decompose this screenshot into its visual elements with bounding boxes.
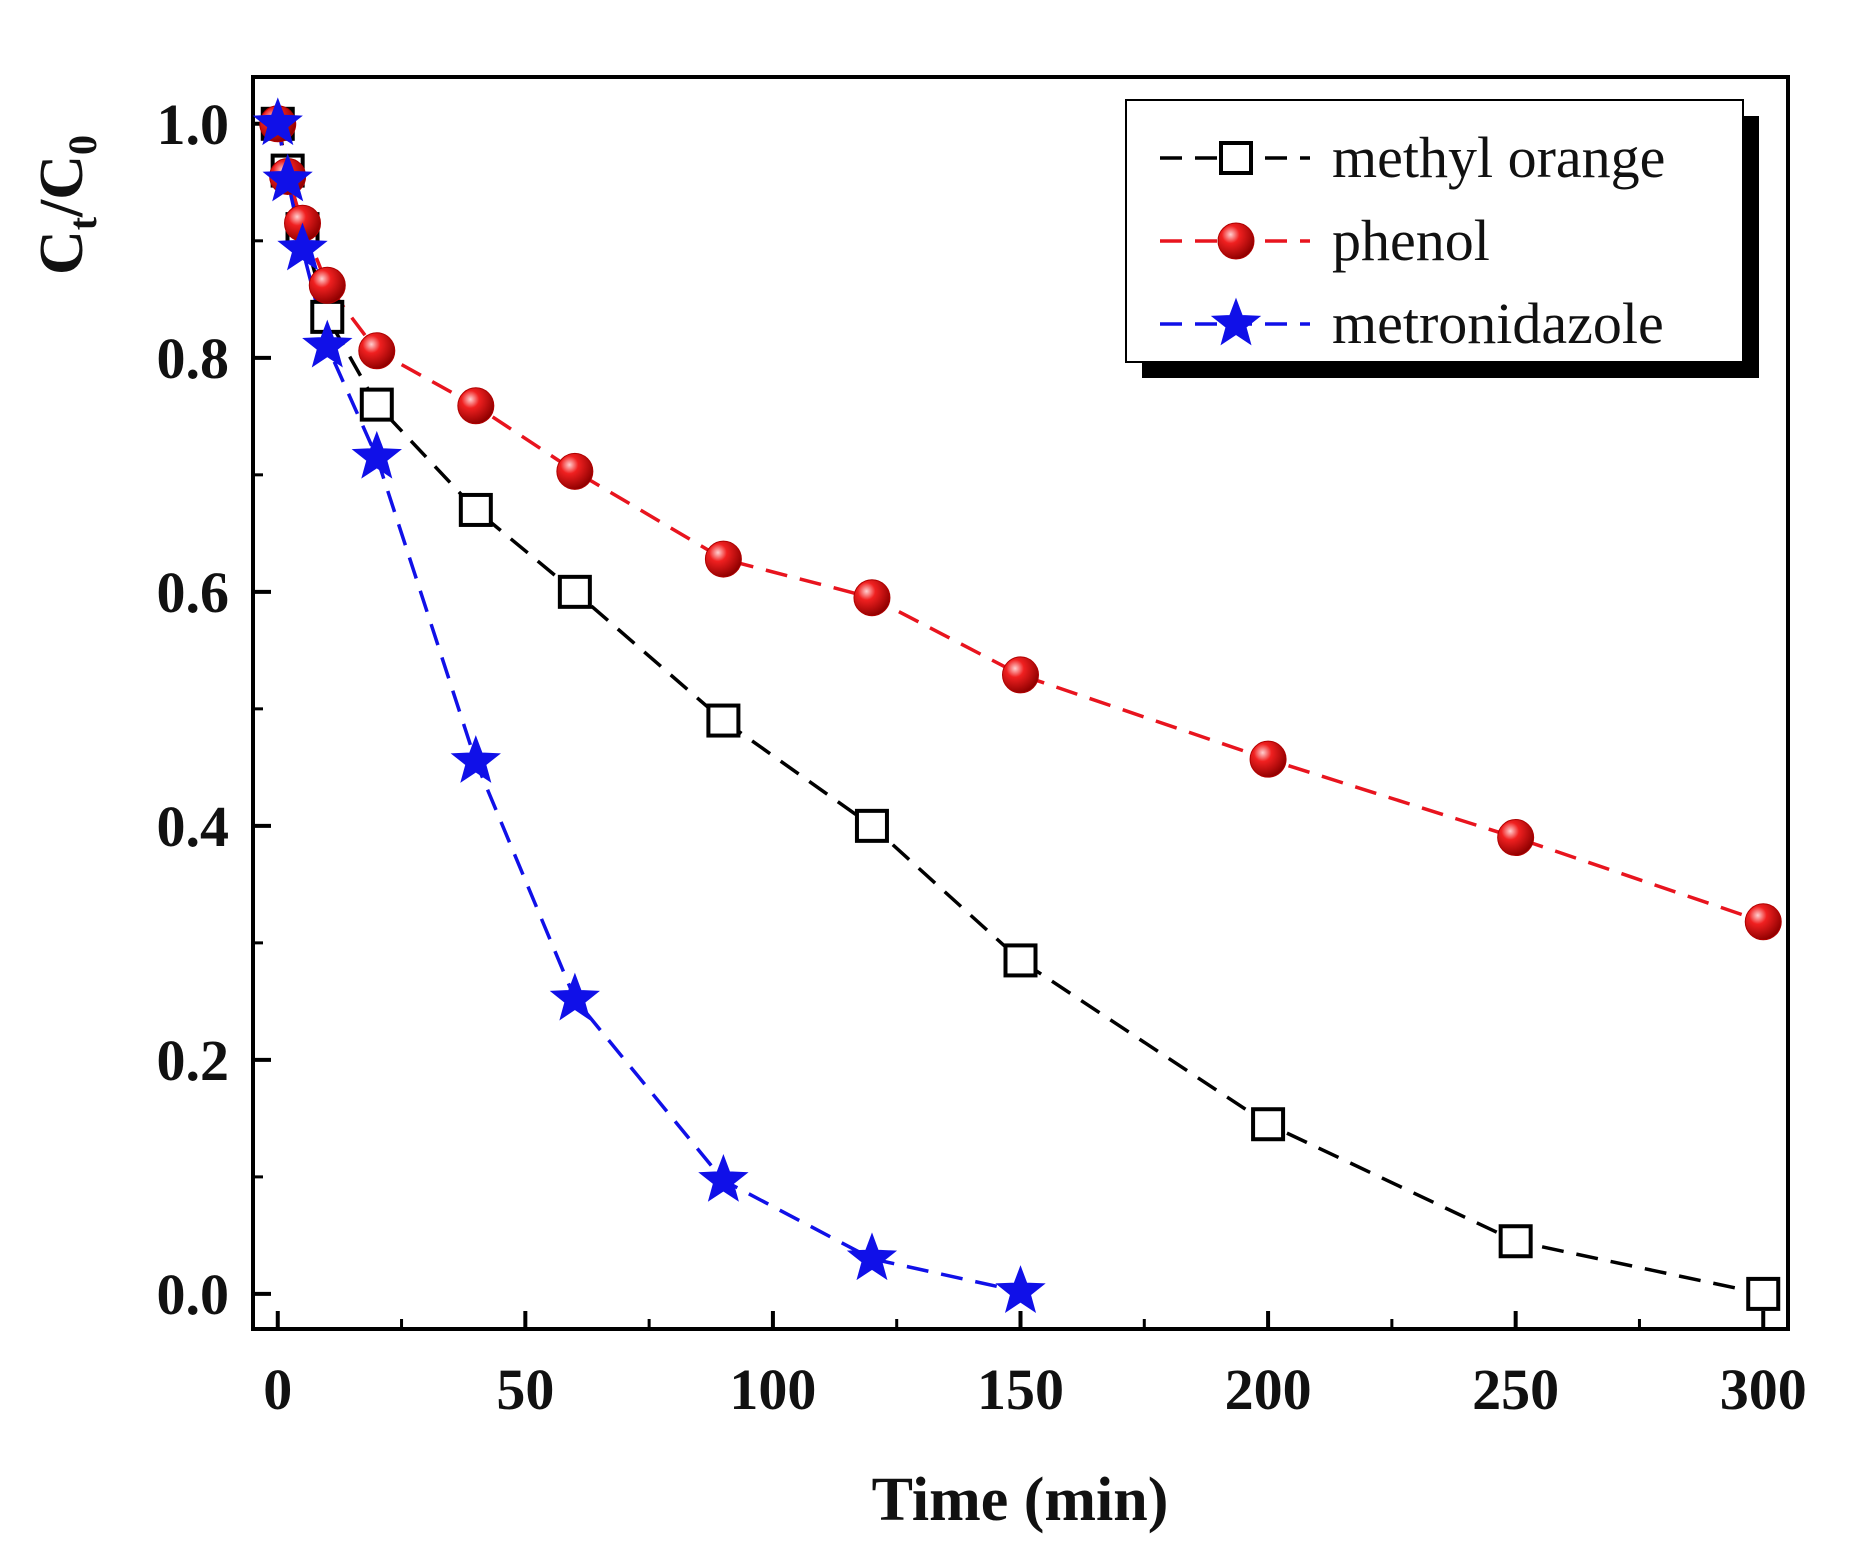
series-markers [252, 97, 1782, 1313]
data-point-phenol [1497, 819, 1535, 857]
legend-label-metronidazole: metronidazole [1332, 291, 1664, 356]
data-point-metronidazole [698, 1153, 749, 1202]
legend-marker-phenol [1217, 222, 1255, 260]
x-tick-label: 200 [1225, 1357, 1312, 1422]
data-point-metronidazole [846, 1232, 898, 1281]
y-tick-label: 0.0 [157, 1262, 230, 1327]
svg-text:Ct/C0: Ct/C0 [28, 135, 105, 275]
data-point-metronidazole [351, 430, 402, 479]
y-axis-title-sub-t: t [60, 216, 105, 230]
y-tick-label: 1.0 [157, 92, 230, 157]
data-point-methyl-orange [1498, 1224, 1533, 1259]
data-point-phenol [556, 452, 594, 490]
data-point-metronidazole [277, 222, 328, 271]
data-point-phenol [704, 540, 742, 578]
x-tick-label: 150 [977, 1357, 1064, 1422]
data-point-phenol [853, 579, 891, 617]
x-axis-title: Time (min) [872, 1466, 1169, 1534]
axis-ticks: 0 50 100 150 200 250 300 0.0 0.2 0.4 0.6 0.8 1.0 [157, 92, 1807, 1422]
legend: methyl orange phenol metronidazole [1125, 99, 1759, 378]
data-point-phenol [1002, 656, 1039, 694]
x-tick-label: 0 [263, 1357, 292, 1422]
legend-label-phenol: phenol [1332, 208, 1490, 273]
data-point-methyl-orange [458, 492, 493, 527]
data-point-methyl-orange [1251, 1107, 1286, 1142]
data-point-metronidazole [262, 153, 313, 202]
x-tick-label: 300 [1720, 1357, 1807, 1422]
y-tick-label: 0.6 [157, 560, 230, 625]
data-point-phenol [1744, 903, 1782, 941]
data-point-metronidazole [252, 97, 303, 146]
x-tick-label: 250 [1472, 1357, 1559, 1422]
data-point-metronidazole [450, 735, 501, 783]
data-point-metronidazole [995, 1265, 1046, 1313]
x-tick-label: 100 [729, 1357, 816, 1422]
series-line-metronidazole [276, 123, 1021, 1294]
x-tick-label: 50 [496, 1357, 554, 1422]
y-axis-title-slash: /C [28, 155, 96, 218]
data-point-methyl-orange [359, 387, 394, 422]
legend-marker-metronidazole [1210, 297, 1262, 346]
data-point-metronidazole [549, 972, 600, 1021]
data-point-phenol [308, 266, 346, 304]
data-point-methyl-orange [854, 808, 889, 843]
data-point-methyl-orange [1003, 943, 1038, 978]
legend-marker-methyl-orange [1219, 141, 1253, 175]
data-point-phenol [1249, 740, 1287, 778]
y-axis-title: Ct/C0 [28, 135, 105, 275]
y-tick-label: 0.8 [157, 326, 230, 391]
y-tick-label: 0.2 [157, 1028, 230, 1093]
data-point-phenol [358, 332, 396, 370]
legend-label-methyl-orange: methyl orange [1332, 125, 1665, 190]
y-axis-title-sub-0: 0 [60, 135, 105, 155]
data-point-methyl-orange [1746, 1276, 1781, 1311]
data-point-methyl-orange [706, 703, 741, 738]
y-axis-title-c: C [28, 230, 96, 275]
data-point-metronidazole [302, 319, 353, 368]
data-point-phenol [457, 387, 495, 425]
data-point-methyl-orange [557, 574, 592, 609]
y-tick-label: 0.4 [157, 794, 230, 859]
